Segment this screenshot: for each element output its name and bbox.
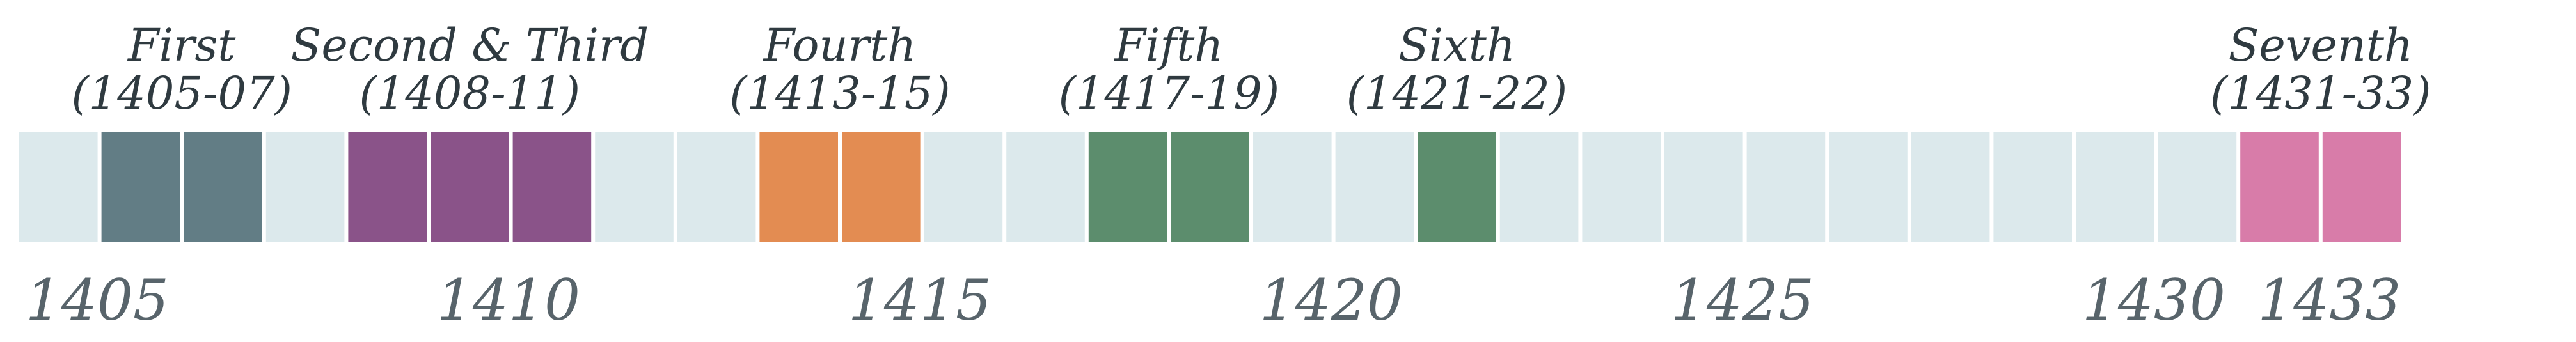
year-cell: [1829, 132, 1908, 242]
voyage-range-label: (1405-07): [71, 67, 292, 120]
year-cell: [265, 132, 345, 242]
year-cell: [924, 132, 1003, 242]
year-cell: [1418, 132, 1496, 242]
year-cell: [431, 132, 509, 242]
year-cell: [759, 132, 838, 242]
year-cell: [1253, 132, 1332, 242]
voyage-name-label: First: [127, 19, 236, 72]
year-tick-label: 1410: [437, 267, 580, 333]
year-cell: [1746, 132, 1826, 242]
voyage-range-label: (1408-11): [360, 67, 581, 120]
voyage-range-label: (1421-22): [1347, 67, 1568, 120]
voyage-range-label: (1417-19): [1059, 67, 1280, 120]
voyage-name-label: Sixth: [1398, 19, 1515, 72]
year-cell: [2322, 132, 2401, 242]
voyage-name-label: Second & Third: [290, 19, 649, 72]
year-cell: [1993, 132, 2072, 242]
voyage-name-label: Seventh: [2228, 19, 2413, 72]
year-tick-label: 1420: [1260, 267, 1403, 333]
year-cell: [101, 132, 180, 242]
year-cell: [1335, 132, 1414, 242]
year-tick-label: 1433: [2257, 267, 2401, 333]
year-cell: [1006, 132, 1085, 242]
voyage-name-label: Fifth: [1113, 19, 1223, 72]
year-cell: [677, 132, 756, 242]
year-cell: [2076, 132, 2154, 242]
year-cell: [1088, 132, 1167, 242]
year-tick-label: 1425: [1671, 267, 1814, 333]
year-cell: [1499, 132, 1579, 242]
year-cell: [842, 132, 921, 242]
year-tick-label: 1405: [26, 267, 169, 333]
voyage-range-label: (1413-15): [729, 67, 951, 120]
year-cell: [348, 132, 427, 242]
year-cell: [1171, 132, 1249, 242]
year-cell: [184, 132, 262, 242]
year-cell: [1911, 132, 1990, 242]
year-tick-label: 1430: [2082, 267, 2225, 333]
voyage-name-label: Fourth: [763, 19, 917, 72]
year-tick-label: 1415: [848, 267, 992, 333]
year-cell: [512, 132, 592, 242]
year-cell: [2240, 132, 2319, 242]
year-cell: [2158, 132, 2237, 242]
year-cell: [595, 132, 674, 242]
year-cell: [1582, 132, 1661, 242]
year-cell: [19, 132, 98, 242]
voyage-range-label: (1431-33): [2210, 67, 2431, 120]
year-cell: [1664, 132, 1743, 242]
